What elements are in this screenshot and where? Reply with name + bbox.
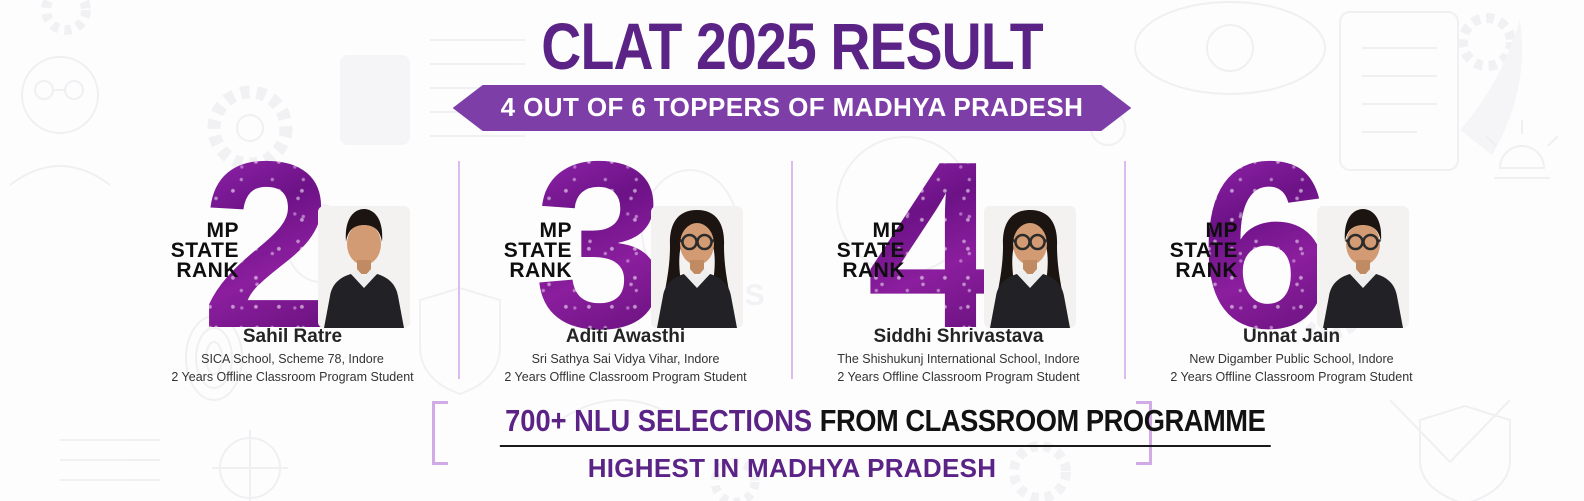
student-photo <box>976 200 1084 328</box>
student-school: The Shishukunj International School, Ind… <box>837 352 1080 366</box>
rank-label-rank: RANK <box>1175 258 1238 282</box>
student-avatar <box>318 206 410 328</box>
student-info: Unnat Jain New Digamber Public School, I… <box>1126 326 1457 384</box>
subtitle-text: 4 OUT OF 6 TOPPERS OF MADHYA PRADESH <box>500 92 1084 122</box>
student-name: Siddhi Shrivastava <box>873 326 1044 347</box>
student-avatar <box>1317 206 1409 328</box>
student-name: Sahil Ratre <box>242 326 343 347</box>
footer-line2: HIGHEST IN MADHYA PRADESH <box>587 453 997 483</box>
footer-bracket-left <box>432 401 448 465</box>
student-program: 2 Years Offline Classroom Program Studen… <box>837 370 1080 384</box>
card-divider <box>1124 161 1126 379</box>
student-name: Aditi Awasthi <box>565 326 686 347</box>
student-school: New Digamber Public School, Indore <box>1189 352 1394 366</box>
student-avatar <box>651 206 743 328</box>
student-photo <box>1309 200 1417 328</box>
student-name: Unnat Jain <box>1242 326 1341 347</box>
avatar-glasses <box>1012 233 1048 251</box>
student-program: 2 Years Offline Classroom Program Studen… <box>504 370 747 384</box>
student-photo <box>643 200 751 328</box>
rank-label: MP STATE RANK <box>474 219 572 282</box>
rank-label-rank: RANK <box>842 258 905 282</box>
rank-label: MP STATE RANK <box>141 219 239 282</box>
rank-label: MP STATE RANK <box>807 219 905 282</box>
nlu-selections-highlight: 700+ NLU SELECTIONS <box>505 403 813 438</box>
student-school: Sri Sathya Sai Vidya Vihar, Indore <box>531 352 720 366</box>
student-photo <box>310 200 418 328</box>
footer-line1: 700+ NLU SELECTIONS FROM CLASSROOM PROGRA… <box>499 403 1271 447</box>
rank-label-state: STATE <box>503 238 572 262</box>
rank-label: MP STATE RANK <box>1140 219 1238 282</box>
subtitle-ribbon: 4 OUT OF 6 TOPPERS OF MADHYA PRADESH <box>453 85 1132 131</box>
topper-card: 2 MP STATE RANK <box>127 127 458 384</box>
rank-label-rank: RANK <box>509 258 572 282</box>
rank-label-mp: MP <box>872 219 905 242</box>
page-title: CLAT 2025 RESULT <box>541 10 1043 84</box>
footer-banner: 700+ NLU SELECTIONS FROM CLASSROOM PROGRA… <box>432 401 1271 490</box>
rank-label-state: STATE <box>836 238 905 262</box>
topper-card: 6 MP STATE RANK <box>1126 127 1457 384</box>
rank-label-state: STATE <box>170 238 239 262</box>
avatar-glasses <box>1345 233 1381 251</box>
student-info: Sahil Ratre SICA School, Scheme 78, Indo… <box>127 326 458 384</box>
student-program: 2 Years Offline Classroom Program Studen… <box>171 370 414 384</box>
student-program: 2 Years Offline Classroom Program Studen… <box>1170 370 1413 384</box>
footer-bracket-right <box>1136 401 1152 465</box>
rank-label-mp: MP <box>1205 219 1238 242</box>
student-info: Siddhi Shrivastava The Shishukunj Intern… <box>793 326 1124 384</box>
card-divider <box>791 161 793 379</box>
student-info: Aditi Awasthi Sri Sathya Sai Vidya Vihar… <box>460 326 791 384</box>
footer-line1-rest: FROM CLASSROOM PROGRAMME <box>819 403 1266 438</box>
card-divider <box>458 161 460 379</box>
topper-card: 3 MP STATE RANK <box>460 127 791 384</box>
rank-label-state: STATE <box>1169 238 1238 262</box>
toppers-row: 2 MP STATE RANK <box>0 127 1584 384</box>
student-avatar <box>984 206 1076 328</box>
rank-label-mp: MP <box>539 219 572 242</box>
rank-label-mp: MP <box>206 219 239 242</box>
rank-label-rank: RANK <box>176 258 239 282</box>
student-school: SICA School, Scheme 78, Indore <box>201 352 384 366</box>
topper-card: 4 MP STATE RANK <box>793 127 1124 384</box>
